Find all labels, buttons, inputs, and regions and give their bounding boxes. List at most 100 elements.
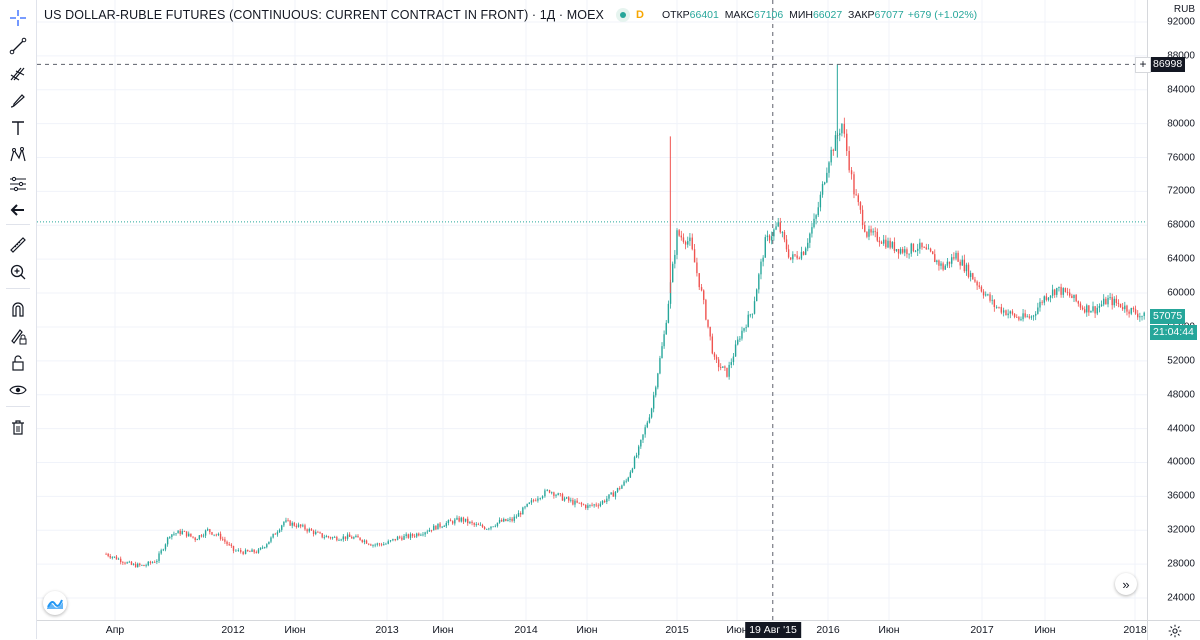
price-tick-label: 88000 [1167, 50, 1195, 62]
settings-gear-icon[interactable] [1147, 620, 1200, 640]
zoom-in-icon[interactable] [5, 260, 31, 284]
candle-body [293, 522, 295, 526]
candle-body [680, 235, 683, 238]
candle-body [859, 202, 862, 210]
candle-body [1002, 310, 1005, 313]
candle-body [730, 362, 732, 365]
candle-body [344, 536, 347, 539]
candle-body [597, 505, 599, 507]
candle-body [978, 285, 980, 287]
candle-body [953, 257, 955, 259]
candle-body [340, 539, 342, 541]
candle-body [270, 537, 272, 542]
back-arrow-icon[interactable] [5, 198, 31, 222]
ruler-icon[interactable] [5, 233, 31, 257]
trend-line-icon[interactable] [5, 34, 31, 58]
price-tick-label: 80000 [1167, 118, 1195, 130]
candle-body [130, 561, 133, 565]
crosshair-icon[interactable] [5, 6, 31, 30]
candle-body [232, 545, 235, 551]
candle-body [724, 366, 726, 368]
lock-drawing-icon[interactable] [5, 324, 31, 348]
eye-icon[interactable] [5, 378, 31, 402]
candle-body [1139, 316, 1141, 318]
candle-body [637, 446, 640, 456]
chart-pane[interactable] [37, 0, 1147, 620]
tradingview-logo-icon[interactable] [43, 591, 67, 615]
candle-body [541, 496, 544, 499]
candle-body [755, 289, 758, 302]
symbol-title[interactable]: US DOLLAR-RUBLE FUTURES (CONTINUOUS: CUR… [44, 8, 604, 22]
brush-icon[interactable] [5, 89, 31, 113]
candle-body [283, 521, 285, 526]
candle-body [747, 314, 749, 328]
candle-body [826, 172, 828, 183]
candle-body [751, 313, 754, 315]
market-status-icon [615, 8, 630, 22]
candle-body [715, 356, 718, 360]
candle-body [302, 525, 304, 527]
candle-body [1062, 288, 1064, 295]
candle-body [162, 549, 165, 551]
candle-body [120, 558, 122, 563]
candle-body [264, 547, 266, 548]
candle-body [955, 252, 957, 259]
price-chart[interactable] [37, 0, 1147, 620]
pitchfork-icon[interactable] [5, 61, 31, 85]
candle-body [642, 434, 644, 440]
candle-body [785, 239, 788, 250]
candle-body [219, 533, 222, 539]
low-value: 66027 [812, 9, 843, 21]
magnet-icon[interactable] [5, 297, 31, 321]
candle-body [171, 534, 173, 537]
candle-body [164, 544, 167, 550]
candle-body [420, 534, 422, 536]
candle-body [401, 537, 403, 540]
text-icon[interactable] [5, 116, 31, 140]
candle-body [925, 247, 928, 250]
add-alert-plus-icon[interactable]: + [1135, 57, 1151, 73]
candle-body [462, 517, 465, 522]
candle-body [454, 519, 456, 524]
candle-body [889, 240, 891, 248]
candle-body [1051, 289, 1054, 296]
low-label: МИН [789, 9, 813, 21]
candle-body [580, 502, 583, 505]
candle-body [982, 291, 985, 296]
candle-body [589, 504, 591, 506]
candle-body [572, 499, 574, 505]
candle-body [1028, 316, 1031, 318]
candle-body [591, 504, 593, 506]
candle-body [426, 531, 428, 533]
candle-body [1018, 317, 1020, 320]
candle-body [134, 563, 137, 568]
candle-body [1100, 304, 1103, 307]
candle-body [758, 274, 760, 290]
candle-body [753, 301, 756, 314]
unlock-icon[interactable] [5, 351, 31, 375]
time-tick-label: 2015 [665, 624, 689, 636]
candle-body [467, 518, 469, 524]
candle-body [496, 522, 499, 526]
candle-body [1088, 305, 1090, 313]
candle-body [665, 322, 667, 335]
forecast-icon[interactable] [5, 171, 31, 195]
candle-body [689, 237, 691, 242]
candle-body [864, 225, 866, 232]
scroll-to-realtime-button[interactable]: » [1115, 573, 1137, 595]
candle-body [989, 294, 991, 301]
candle-body [226, 541, 228, 545]
pattern-icon[interactable] [5, 143, 31, 167]
candle-body [242, 551, 244, 555]
candle-body [1041, 301, 1043, 303]
time-axis[interactable]: Апр 2012 Июн 2013 Июн 2014 Июн 2015 Июн 2016 Июн 20… [37, 620, 1147, 640]
candle-body [1009, 311, 1011, 314]
candle-body [274, 533, 276, 535]
candle-body [709, 326, 711, 337]
time-tick-label: 2014 [514, 624, 538, 636]
candle-body [291, 522, 293, 526]
trash-icon[interactable] [5, 415, 31, 439]
candle-body [215, 534, 217, 536]
candle-body [336, 537, 338, 541]
price-axis[interactable]: RUB 92000 88000 84000 80000 76000 72000 68000 6… [1147, 0, 1200, 620]
